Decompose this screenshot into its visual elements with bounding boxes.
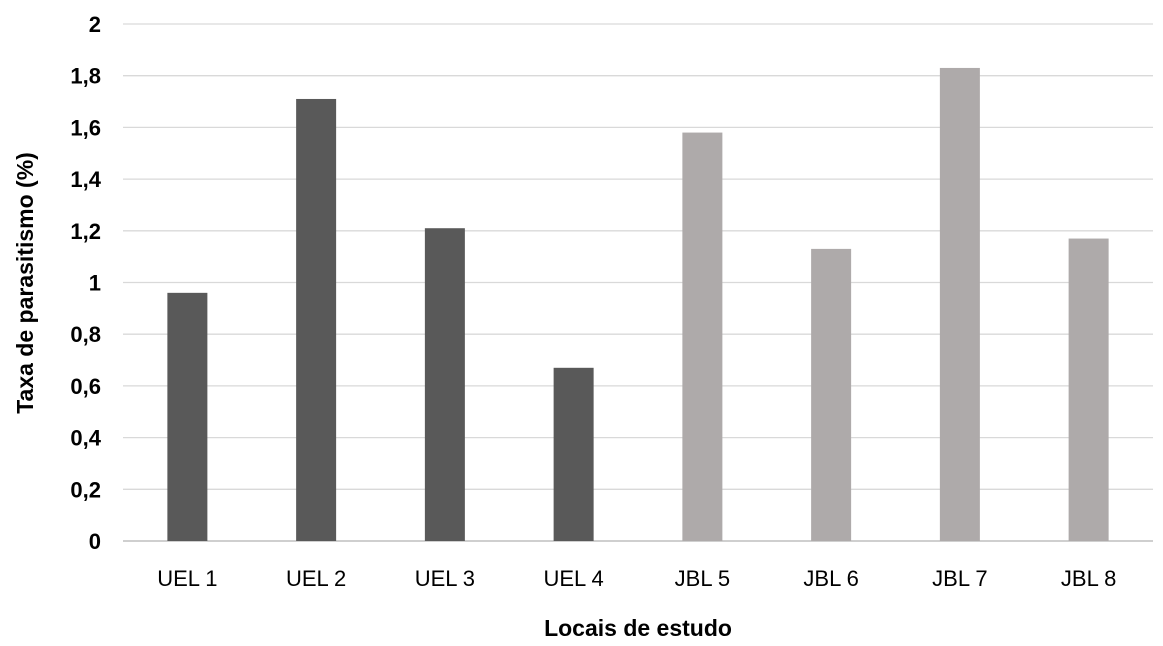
y-tick-label: 1,4 [70, 167, 101, 192]
y-axis-title: Taxa de parasitismo (%) [12, 152, 38, 414]
y-tick-label: 1,8 [70, 64, 101, 89]
x-tick-label: JBL 5 [675, 566, 730, 591]
x-axis-title: Locais de estudo [544, 615, 732, 641]
x-tick-label: UEL 4 [543, 566, 603, 591]
bar-jbl-7 [939, 67, 980, 541]
y-axis-ticks: 0 0,2 0,4 0,6 0,8 1 1,2 1,4 1,6 1,8 2 [70, 12, 101, 554]
y-tick-label: 0,4 [70, 426, 101, 451]
gridlines [123, 23, 1153, 542]
bars [167, 67, 1109, 541]
bar-uel-4 [553, 367, 594, 541]
y-tick-label: 1,2 [70, 219, 101, 244]
bar-jbl-5 [682, 132, 723, 541]
y-tick-label: 2 [89, 12, 101, 37]
bar-uel-1 [167, 292, 208, 541]
y-tick-label: 0,6 [70, 374, 101, 399]
y-tick-label: 0,2 [70, 477, 101, 502]
bar-uel-3 [424, 228, 465, 541]
y-tick-label: 1 [89, 271, 101, 296]
bar-jbl-6 [811, 248, 852, 541]
y-tick-label: 0,8 [70, 322, 101, 347]
x-tick-label: JBL 6 [803, 566, 858, 591]
x-tick-label: UEL 3 [415, 566, 475, 591]
x-tick-label: JBL 7 [932, 566, 987, 591]
x-tick-label: JBL 8 [1061, 566, 1116, 591]
y-tick-label: 1,6 [70, 115, 101, 140]
x-tick-label: UEL 1 [157, 566, 217, 591]
y-tick-label: 0 [89, 529, 101, 554]
bar-uel-2 [296, 98, 337, 541]
bar-jbl-8 [1068, 238, 1109, 541]
x-tick-label: UEL 2 [286, 566, 346, 591]
x-axis-ticks: UEL 1 UEL 2 UEL 3 UEL 4 JBL 5 JBL 6 JBL 7 JBL 8 [157, 566, 1116, 591]
